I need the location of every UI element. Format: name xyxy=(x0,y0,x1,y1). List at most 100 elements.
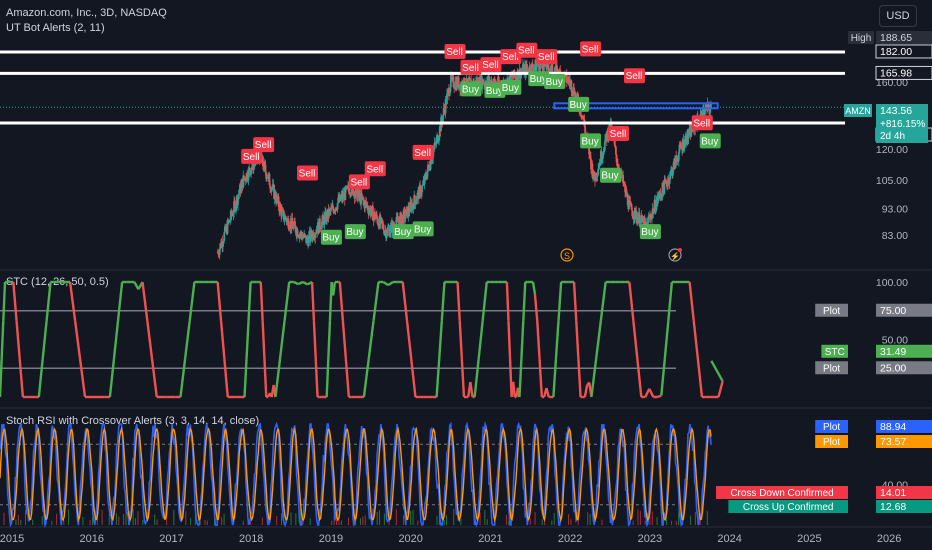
candle-body xyxy=(523,67,526,75)
time-tick: 2026 xyxy=(877,533,901,545)
candle-body xyxy=(602,152,605,154)
candle-body xyxy=(551,63,554,74)
last-price-label: AMZN 143.56 +816.15%2d 4h xyxy=(844,104,928,143)
sell-signal: Sell xyxy=(412,144,434,160)
candle-body xyxy=(628,200,631,202)
scale-label: Plot 88.94 xyxy=(815,420,932,433)
signal-badge xyxy=(600,167,622,183)
candle-body xyxy=(270,188,273,192)
candle-body xyxy=(632,216,635,220)
candle-body xyxy=(601,153,604,159)
candle-body xyxy=(261,156,264,166)
candle-body xyxy=(682,139,685,150)
buy-signal: Buy xyxy=(500,79,522,95)
candle-body xyxy=(595,173,598,178)
scale-label: Cross Down Confirmed 14.01 xyxy=(716,486,932,499)
candle-body xyxy=(355,187,357,195)
candle-body xyxy=(375,214,378,219)
candle-body xyxy=(402,209,405,224)
currency-button[interactable]: USD xyxy=(879,5,917,27)
sell-signal: Sell xyxy=(536,49,558,65)
signal-badge xyxy=(580,41,602,57)
scale-label-value-bg xyxy=(875,44,932,59)
candle-body xyxy=(310,230,313,237)
candle-body xyxy=(272,184,275,186)
candle-body xyxy=(360,193,363,205)
candle-body xyxy=(354,194,357,199)
candle-body xyxy=(296,229,299,237)
candle-body xyxy=(655,201,658,210)
signal-badge xyxy=(691,115,713,131)
candle-body xyxy=(683,140,686,148)
candle-body xyxy=(554,71,556,73)
candle-body xyxy=(286,219,289,223)
candle-body xyxy=(250,170,253,175)
candle-body xyxy=(448,88,450,96)
sell-signal: Sell xyxy=(444,43,466,59)
candle-body xyxy=(347,185,350,190)
candle-body xyxy=(615,146,617,155)
event-icon-glyph: ⚡ xyxy=(670,251,680,261)
candle-body xyxy=(302,236,305,238)
signal-badge xyxy=(460,59,482,75)
candle-body xyxy=(669,171,672,180)
indicator-title[interactable]: UT Bot Alerts (2, 11) xyxy=(6,22,105,34)
candle-body xyxy=(430,160,433,164)
signal-label: Buy xyxy=(530,74,547,85)
candle-body xyxy=(436,135,439,143)
candle-body xyxy=(283,219,286,221)
signal-label: Sell xyxy=(299,169,316,180)
signal-label: Buy xyxy=(502,83,519,94)
candle-body xyxy=(709,107,712,113)
stc-segment xyxy=(243,358,248,398)
candle-body xyxy=(408,207,410,212)
candle-body xyxy=(690,126,693,137)
candle-body xyxy=(421,184,424,187)
candle-body xyxy=(547,62,550,69)
price-box xyxy=(553,102,719,110)
candle-body xyxy=(385,230,387,239)
sell-signal: Sell xyxy=(241,148,263,164)
candle-body xyxy=(294,221,296,226)
candle-body xyxy=(370,211,372,215)
stc-segment xyxy=(577,358,582,398)
stc-segment xyxy=(150,358,158,398)
candle-body xyxy=(433,142,436,149)
candle-body xyxy=(287,218,290,229)
candle-body xyxy=(279,204,282,209)
stc-segment xyxy=(583,385,589,398)
signal-badge xyxy=(348,174,370,190)
candle-body xyxy=(336,209,338,211)
signal-label: Sell xyxy=(538,52,555,63)
signal-badge xyxy=(392,224,414,240)
candle-body xyxy=(298,234,301,238)
stc-segment xyxy=(572,281,578,321)
time-tick: 2021 xyxy=(478,533,502,545)
stc-segment xyxy=(717,380,724,398)
candle-body xyxy=(570,80,573,92)
signal-label: Sell xyxy=(482,60,499,71)
candle-body xyxy=(370,206,373,212)
candle-body xyxy=(320,228,323,230)
candle-body xyxy=(230,210,233,216)
candle-body xyxy=(449,87,452,93)
candle-body xyxy=(222,240,225,244)
candle-body xyxy=(510,73,513,77)
candle-body xyxy=(364,201,366,209)
candle-body xyxy=(577,93,579,100)
stc-segment xyxy=(628,281,635,321)
candle-body xyxy=(320,221,323,229)
candle-body xyxy=(299,234,302,235)
candle-body xyxy=(603,150,606,153)
candle-body xyxy=(427,164,430,166)
candle-body xyxy=(446,90,449,94)
candle-body xyxy=(639,219,642,226)
stc-segment xyxy=(656,394,662,399)
scale-label-name: STC xyxy=(825,347,845,358)
candle-body xyxy=(449,75,452,88)
candle-body xyxy=(252,163,255,170)
buy-signal: Buy xyxy=(460,81,482,97)
time-tick: 2015 xyxy=(0,533,24,545)
stc-segment xyxy=(179,358,187,398)
